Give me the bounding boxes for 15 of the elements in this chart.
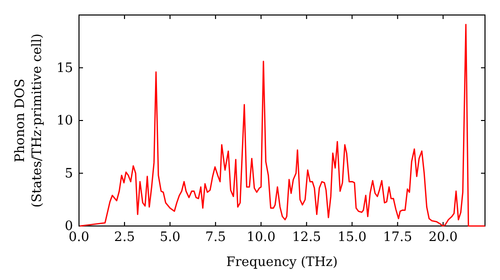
x-tick-label: 7.5: [205, 230, 226, 246]
y-tick-label: 5: [64, 166, 73, 182]
x-tick-label: 10.0: [246, 230, 276, 246]
x-tick-label: 20.0: [428, 230, 458, 246]
y-axis-title: Phonon DOS (States/THz·primitive cell): [13, 33, 45, 208]
x-tick-label: 15.0: [338, 230, 367, 246]
x-tick-label: 2.5: [114, 230, 135, 246]
y-tick-label: 15: [56, 60, 73, 76]
x-tick-label: 17.5: [383, 230, 412, 246]
x-axis-title: Frequency (THz): [226, 255, 338, 270]
x-tick-label: 12.5: [292, 230, 322, 246]
line-series: [79, 24, 486, 227]
x-tick-label: 5.0: [160, 230, 180, 246]
x-tick-label: 0.0: [68, 230, 90, 246]
y-tick-label: 10: [56, 114, 73, 129]
